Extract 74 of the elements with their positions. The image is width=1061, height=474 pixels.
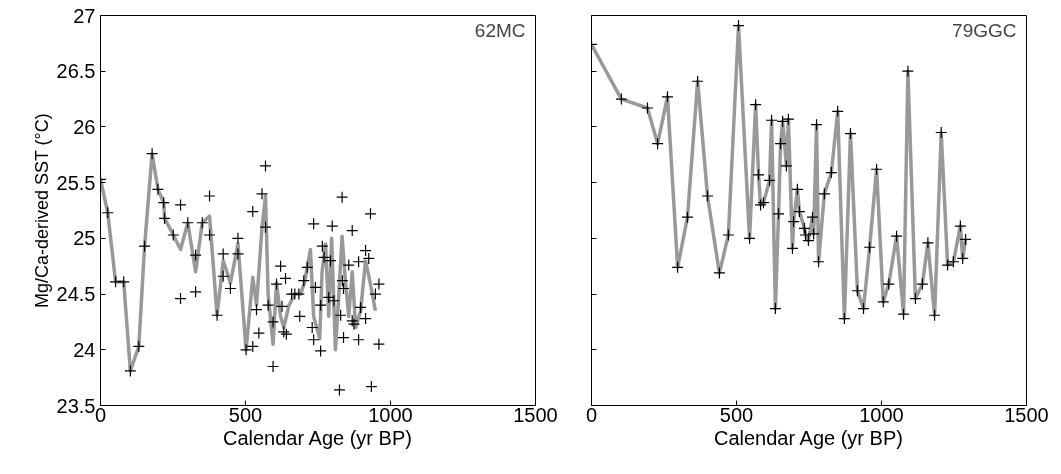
x-axis-title: Calendar Age (yr BP): [713, 426, 903, 449]
point: [959, 233, 972, 246]
point: [615, 92, 628, 106]
point: [722, 228, 735, 242]
annotation: 79GGC: [952, 19, 1017, 41]
point: [870, 163, 883, 176]
y-tick-label: 23.5: [56, 394, 96, 417]
point: [713, 266, 726, 279]
point: [732, 19, 745, 32]
x-tick-label: 1500: [1004, 403, 1049, 426]
point: [701, 189, 714, 203]
point: [818, 187, 831, 200]
point: [897, 308, 910, 321]
point: [857, 302, 870, 315]
point: [671, 261, 684, 274]
point: [812, 255, 825, 268]
point: [776, 115, 789, 128]
point: [863, 241, 876, 254]
point: [774, 137, 787, 150]
point: [825, 166, 838, 179]
x-tick-label: 0: [94, 403, 107, 426]
point: [743, 232, 756, 245]
point: [791, 183, 804, 196]
y-axis-title: Mg/Ca-derived SST (°C): [31, 113, 52, 309]
y-tick-label: 26: [73, 115, 96, 138]
y-tick-label: 24: [73, 338, 96, 361]
point: [954, 220, 967, 233]
point: [916, 277, 929, 291]
point: [909, 292, 922, 305]
point: [921, 236, 934, 249]
point: [641, 101, 654, 115]
point: [681, 211, 694, 224]
x-tick-label: 0: [585, 403, 598, 426]
point: [772, 207, 785, 220]
point: [851, 284, 864, 297]
point: [749, 98, 762, 111]
point: [691, 75, 704, 88]
point: [769, 302, 782, 315]
point: [786, 242, 799, 255]
point: [763, 174, 776, 187]
point: [831, 105, 844, 118]
point: [890, 230, 903, 243]
point: [799, 228, 812, 242]
x-tick-label: 500: [228, 403, 263, 426]
annotation: 62MC: [474, 19, 526, 41]
point: [798, 222, 811, 235]
y-tick-label: 24.5: [56, 283, 96, 306]
point: [935, 126, 948, 139]
y-tick-label: 27: [73, 4, 96, 27]
point: [765, 114, 778, 127]
x-axis-title: Calendar Age (yr BP): [222, 426, 412, 449]
point: [928, 309, 941, 322]
x-tick-label: 500: [719, 403, 754, 426]
point: [810, 118, 823, 131]
point: [882, 277, 895, 291]
point: [956, 252, 969, 265]
x-tick-label: 1000: [368, 403, 413, 426]
y-tick-label: 25: [73, 227, 96, 250]
y-tick-label: 26.5: [56, 60, 96, 83]
point: [752, 168, 765, 181]
point: [844, 127, 857, 140]
point: [901, 65, 914, 78]
y-tick-label: 25.5: [56, 171, 96, 194]
point: [793, 205, 806, 218]
point: [782, 113, 795, 126]
point: [877, 295, 890, 308]
point: [661, 90, 674, 103]
point: [787, 215, 800, 228]
point: [838, 312, 851, 325]
point: [780, 159, 793, 173]
point: [806, 211, 819, 224]
x-tick-label: 1500: [513, 403, 558, 426]
x-tick-label: 1000: [859, 403, 904, 426]
point: [651, 137, 664, 150]
